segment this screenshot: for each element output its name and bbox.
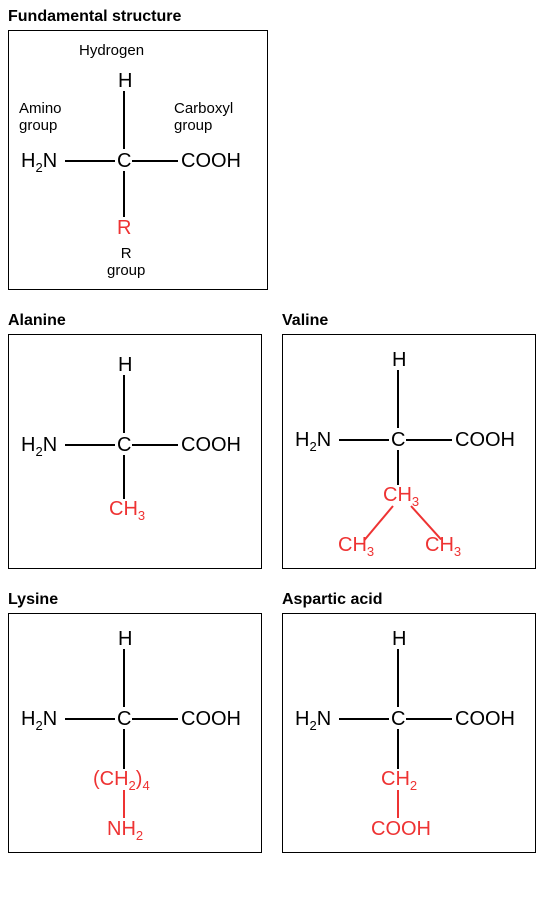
aspartic-title: Aspartic acid (282, 591, 536, 609)
ala-h: H (118, 355, 132, 375)
label-carboxyl-1: Carboxyl (174, 100, 233, 117)
lys-cooh: COOH (181, 709, 241, 729)
fundamental-section: Fundamental structure Hydrogen Amino gro… (8, 8, 536, 290)
lysine-section: Lysine H H2N C COOH (CH2)4 NH2 (8, 587, 262, 853)
asp-c: C (391, 709, 405, 729)
alanine-title: Alanine (8, 312, 262, 330)
val-bond-left (339, 439, 389, 441)
atom-h-top: H (118, 71, 132, 91)
bond-bottom (123, 171, 125, 217)
ala-bond-top (123, 375, 125, 433)
asp-cooh2: COOH (371, 819, 431, 839)
asp-ch2: CH2 (381, 769, 417, 789)
fundamental-panel: Hydrogen Amino group Carboxyl group R gr… (8, 30, 268, 290)
asp-bond-mid2 (397, 790, 399, 818)
bond-right (132, 160, 178, 162)
ala-bond-right (132, 444, 178, 446)
val-ch-center: CH3 (383, 485, 419, 505)
lysine-title: Lysine (8, 591, 262, 609)
aspartic-panel: H H2N C COOH CH2 COOH (282, 613, 536, 853)
label-amino-2: group (19, 117, 57, 134)
lys-bond-right (132, 718, 178, 720)
val-h: H (392, 350, 406, 370)
valine-panel: H H2N C COOH CH3 CH3 CH3 (282, 334, 536, 569)
val-bond-mid (397, 450, 399, 485)
lys-bond-mid1 (123, 729, 125, 769)
ala-ch3: CH3 (109, 499, 145, 519)
lys-c: C (117, 709, 131, 729)
asp-bond-right (406, 718, 452, 720)
asp-bond-top (397, 649, 399, 707)
val-bond-top (397, 370, 399, 428)
lys-ch24: (CH2)4 (93, 769, 150, 789)
ala-h2n: H2N (21, 435, 57, 455)
ala-c: C (117, 435, 131, 455)
atom-r: R (117, 218, 131, 238)
label-rgroup: R group (107, 246, 145, 279)
label-amino: Amino group (19, 101, 62, 134)
asp-h2n: H2N (295, 709, 331, 729)
lysine-structure: H H2N C COOH (CH2)4 NH2 (9, 614, 261, 852)
val-ch3-right: CH3 (425, 535, 461, 555)
bond-top (123, 91, 125, 149)
lys-h: H (118, 629, 132, 649)
row-3: Lysine H H2N C COOH (CH2)4 NH2 Aspart (8, 587, 536, 853)
valine-structure: H H2N C COOH CH3 CH3 CH3 (283, 335, 535, 568)
atom-h2n: H2N (21, 151, 57, 171)
label-carboxyl-2: group (174, 117, 212, 134)
ala-cooh: COOH (181, 435, 241, 455)
val-cooh: COOH (455, 430, 515, 450)
row-2: Alanine H H2N C COOH CH3 Valine (8, 308, 536, 569)
bond-left (65, 160, 115, 162)
alanine-panel: H H2N C COOH CH3 (8, 334, 262, 569)
lys-nh2: NH2 (107, 819, 143, 839)
label-r-2: group (107, 262, 145, 279)
asp-bond-left (339, 718, 389, 720)
label-amino-1: Amino (19, 100, 62, 117)
valine-section: Valine H H2N C COOH CH3 CH3 CH3 (282, 308, 536, 569)
aspartic-structure: H H2N C COOH CH2 COOH (283, 614, 535, 852)
label-carboxyl: Carboxyl group (174, 101, 233, 134)
lys-bond-top (123, 649, 125, 707)
asp-bond-mid1 (397, 729, 399, 769)
alanine-section: Alanine H H2N C COOH CH3 (8, 308, 262, 569)
fundamental-structure: Hydrogen Amino group Carboxyl group R gr… (9, 31, 267, 289)
lys-h2n: H2N (21, 709, 57, 729)
ala-bond-bottom (123, 455, 125, 499)
val-bond-diag-left (363, 505, 393, 541)
atom-c: C (117, 151, 131, 171)
asp-h: H (392, 629, 406, 649)
val-c: C (391, 430, 405, 450)
ala-bond-left (65, 444, 115, 446)
label-hydrogen: Hydrogen (79, 43, 144, 60)
alanine-structure: H H2N C COOH CH3 (9, 335, 261, 568)
lysine-panel: H H2N C COOH (CH2)4 NH2 (8, 613, 262, 853)
val-ch3-left: CH3 (338, 535, 374, 555)
asp-cooh: COOH (455, 709, 515, 729)
fundamental-title: Fundamental structure (8, 8, 536, 26)
valine-title: Valine (282, 312, 536, 330)
label-r-1: R (121, 245, 132, 262)
val-h2n: H2N (295, 430, 331, 450)
atom-cooh: COOH (181, 151, 241, 171)
aspartic-section: Aspartic acid H H2N C COOH CH2 COOH (282, 587, 536, 853)
figure-container: Fundamental structure Hydrogen Amino gro… (0, 0, 544, 857)
lys-bond-left (65, 718, 115, 720)
val-bond-right (406, 439, 452, 441)
lys-bond-mid2 (123, 790, 125, 818)
